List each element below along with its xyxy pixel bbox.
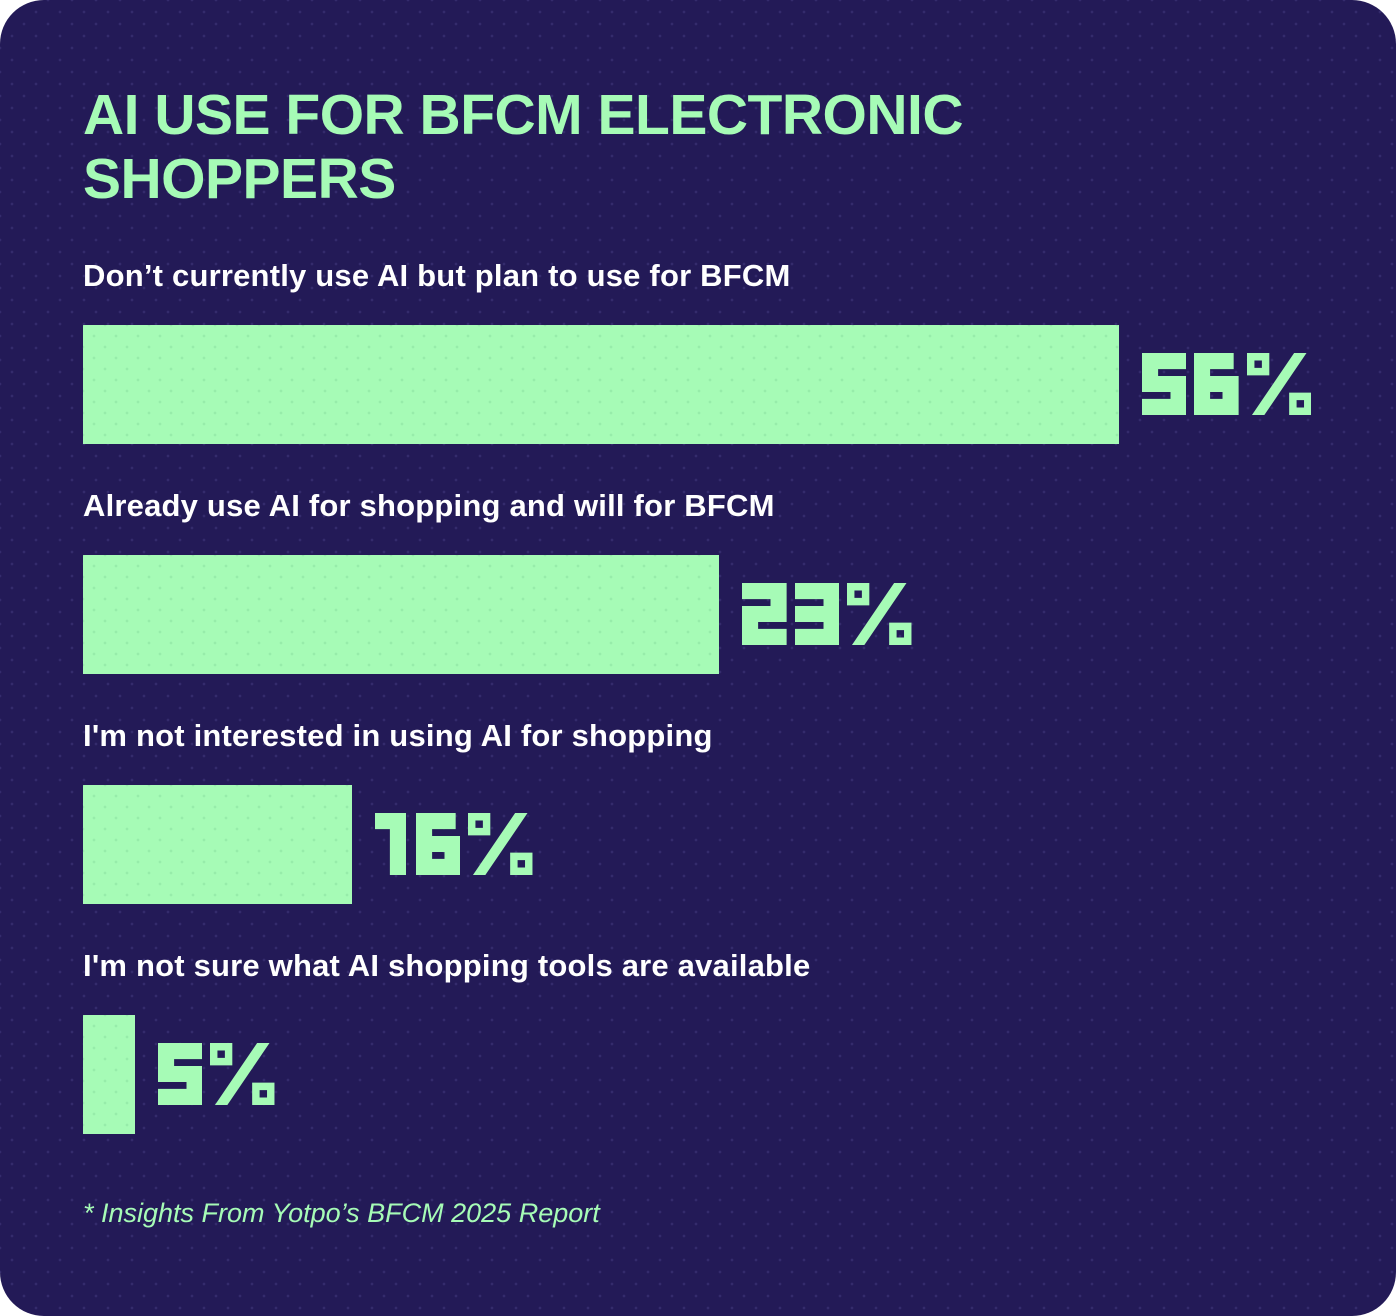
bar xyxy=(83,784,353,904)
bar-category-label: Don’t currently use AI but plan to use f… xyxy=(83,257,791,293)
bar-category-label: I'm not interested in using AI for shopp… xyxy=(83,717,713,753)
bar-category-label: Already use AI for shopping and will for… xyxy=(83,487,775,523)
value-digit-glyph xyxy=(847,583,912,646)
source-footnote: * Insights From Yotpo’s BFCM 2025 Report xyxy=(83,1197,600,1228)
bar-value-label xyxy=(157,1043,275,1106)
chart-title: AI USE FOR BFCM ELECTRONIC SHOPPERS xyxy=(83,83,964,211)
value-digit-glyph xyxy=(468,813,533,876)
bar-line xyxy=(83,784,1313,904)
bar-category-label: I'm not sure what AI shopping tools are … xyxy=(83,947,811,983)
bar-row: Don’t currently use AI but plan to use f… xyxy=(83,258,1313,444)
bar-line xyxy=(83,554,1313,674)
value-digit-glyph xyxy=(741,583,787,646)
value-digit-glyph xyxy=(375,813,407,876)
bar-line xyxy=(83,1014,1313,1134)
value-digit-glyph xyxy=(794,583,840,646)
bar xyxy=(83,324,1119,444)
value-digit-glyph xyxy=(1141,353,1187,416)
bar-value-label xyxy=(1141,353,1312,416)
bar-row: I'm not interested in using AI for shopp… xyxy=(83,718,1313,904)
bar-row: Already use AI for shopping and will for… xyxy=(83,488,1313,674)
bar-value-label xyxy=(741,583,912,646)
value-digit-glyph xyxy=(415,813,461,876)
bar-chart: Don’t currently use AI but plan to use f… xyxy=(83,258,1313,1134)
value-digit-glyph xyxy=(157,1043,203,1106)
bar xyxy=(83,1014,135,1134)
bar-line xyxy=(83,324,1313,444)
bar-value-label xyxy=(375,813,533,876)
bar-row: I'm not sure what AI shopping tools are … xyxy=(83,948,1313,1134)
value-digit-glyph xyxy=(1246,353,1312,416)
bar xyxy=(83,554,719,674)
value-digit-glyph xyxy=(210,1043,275,1106)
value-digit-glyph xyxy=(1194,353,1239,416)
